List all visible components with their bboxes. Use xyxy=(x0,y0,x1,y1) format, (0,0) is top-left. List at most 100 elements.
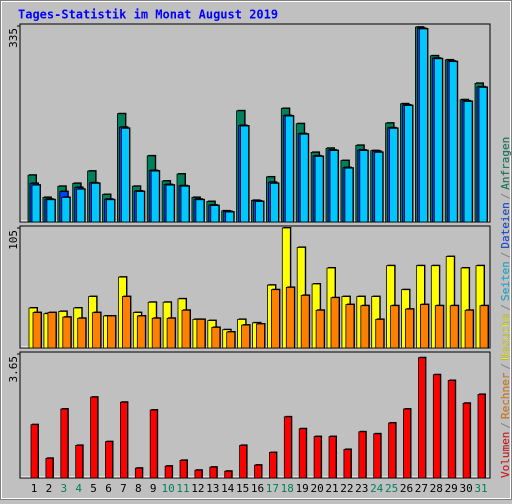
bar xyxy=(405,308,414,349)
bar xyxy=(105,441,113,479)
bar xyxy=(344,167,354,223)
x-tick-label: 31 xyxy=(474,482,487,495)
bar xyxy=(61,197,71,223)
bar xyxy=(45,457,54,479)
bar xyxy=(209,466,218,479)
bar xyxy=(477,394,486,479)
legend-entry: Seiten xyxy=(499,261,512,301)
bar xyxy=(136,315,146,349)
x-tick-label: 4 xyxy=(75,482,82,495)
x-tick-label: 11 xyxy=(176,482,189,495)
x-tick-label: 14 xyxy=(221,482,235,495)
bar xyxy=(210,205,220,223)
x-tick-label: 24 xyxy=(370,482,384,495)
x-tick-label: 28 xyxy=(430,482,443,495)
bar xyxy=(164,465,173,479)
legend-separator: / xyxy=(499,304,512,311)
bar xyxy=(149,409,158,479)
x-tick-label: 27 xyxy=(415,482,428,495)
bar xyxy=(255,201,264,223)
legend-entry: Besuche xyxy=(499,314,512,360)
bar xyxy=(417,357,426,479)
bar xyxy=(345,304,355,349)
bar xyxy=(107,315,116,349)
x-tick-label: 29 xyxy=(445,482,458,495)
bar xyxy=(268,452,277,479)
bar xyxy=(403,408,411,479)
legend-entry: Rechner xyxy=(499,372,512,419)
bar xyxy=(47,312,57,349)
bar xyxy=(374,151,384,223)
legend-entry: Anfragen xyxy=(499,137,512,190)
bar xyxy=(30,424,39,479)
x-tick-label: 9 xyxy=(150,482,157,495)
x-tick-label: 26 xyxy=(400,482,413,495)
bar xyxy=(196,319,206,349)
bar xyxy=(373,433,382,479)
x-tick-label: 22 xyxy=(340,482,353,495)
bar xyxy=(90,396,98,479)
bar xyxy=(463,101,473,223)
bar xyxy=(462,402,471,479)
bar xyxy=(464,309,474,349)
bar xyxy=(76,188,86,223)
bar xyxy=(299,133,309,223)
bar xyxy=(375,319,385,349)
bar xyxy=(449,305,459,349)
y-tick-label: 335 xyxy=(7,28,20,48)
bar xyxy=(329,150,339,223)
bar xyxy=(284,115,294,223)
bar xyxy=(434,305,444,349)
bar xyxy=(314,156,324,223)
bar xyxy=(121,127,130,223)
x-tick-label: 15 xyxy=(236,482,249,495)
bar xyxy=(60,408,69,479)
y-tick-label: 3.65 xyxy=(7,356,20,383)
bar xyxy=(31,184,41,223)
legend-entry: Dateien xyxy=(499,202,512,248)
bar xyxy=(315,309,325,349)
legend-separator: / xyxy=(499,193,512,200)
bar xyxy=(151,317,161,349)
bar xyxy=(165,184,175,223)
x-tick-label: 3 xyxy=(60,482,67,495)
bar xyxy=(32,312,42,349)
bar xyxy=(448,61,458,223)
x-tick-label: 10 xyxy=(161,482,174,495)
bar xyxy=(195,199,205,223)
bar xyxy=(418,28,428,223)
bar xyxy=(283,416,292,479)
x-tick-label: 13 xyxy=(206,482,219,495)
bar xyxy=(225,211,235,223)
bar xyxy=(91,182,100,223)
bar xyxy=(122,296,131,349)
bar xyxy=(92,312,101,349)
bar xyxy=(239,444,248,479)
bar xyxy=(298,428,307,479)
legend-separator: / xyxy=(499,252,512,259)
x-tick-label: 16 xyxy=(251,482,264,495)
bar xyxy=(106,199,115,223)
bar xyxy=(433,58,443,223)
bar xyxy=(313,436,322,479)
x-tick-label: 30 xyxy=(459,482,472,495)
bar xyxy=(432,374,441,479)
x-tick-label: 19 xyxy=(296,482,309,495)
bar xyxy=(404,105,413,223)
bar xyxy=(389,127,399,223)
bar xyxy=(269,182,279,223)
x-tick-label: 17 xyxy=(266,482,279,495)
x-tick-label: 8 xyxy=(135,482,142,495)
legend-separator: / xyxy=(499,422,512,429)
bar xyxy=(166,317,176,349)
bar xyxy=(194,469,203,479)
chart-title: Tages-Statistik im Monat August 2019 xyxy=(18,8,278,22)
legend-separator: / xyxy=(499,363,512,370)
bar xyxy=(135,191,145,223)
bar xyxy=(150,170,160,223)
bar xyxy=(359,150,369,223)
bar xyxy=(181,309,191,349)
bar xyxy=(358,431,367,479)
bar xyxy=(179,459,188,479)
